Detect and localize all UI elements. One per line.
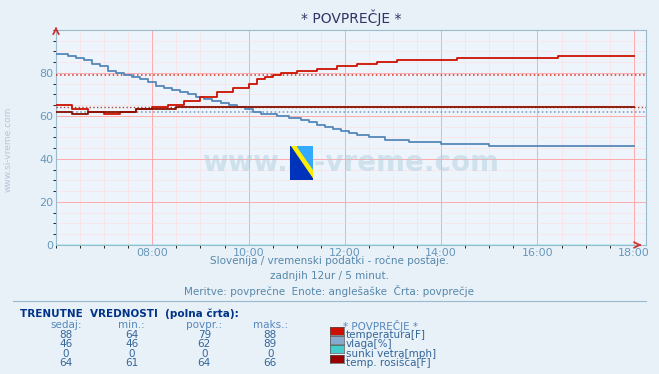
Text: www.si-vreme.com: www.si-vreme.com [4,107,13,192]
Text: sunki vetra[mph]: sunki vetra[mph] [346,349,436,359]
Text: temp. rosišča[F]: temp. rosišča[F] [346,358,430,368]
Text: 0: 0 [267,349,273,359]
Text: www.si-vreme.com: www.si-vreme.com [202,149,500,177]
Text: vlaga[%]: vlaga[%] [346,339,393,349]
Text: maks.:: maks.: [252,320,288,330]
Text: 0: 0 [63,349,69,359]
Text: zadnjih 12ur / 5 minut.: zadnjih 12ur / 5 minut. [270,272,389,281]
Text: 88: 88 [264,330,277,340]
Text: Slovenija / vremenski podatki - ročne postaje.: Slovenija / vremenski podatki - ročne po… [210,255,449,266]
Text: 79: 79 [198,330,211,340]
Text: 0: 0 [201,349,208,359]
Text: 66: 66 [264,358,277,368]
Text: 64: 64 [198,358,211,368]
Text: 64: 64 [125,330,138,340]
Text: 88: 88 [59,330,72,340]
Text: 61: 61 [125,358,138,368]
Polygon shape [290,146,313,180]
Polygon shape [290,146,313,180]
Polygon shape [297,146,313,169]
Text: Meritve: povprečne  Enote: anglešaške  Črta: povprečje: Meritve: povprečne Enote: anglešaške Črt… [185,285,474,297]
Title: * POVPREČJE *: * POVPREČJE * [301,9,401,26]
Text: * POVPREČJE *: * POVPREČJE * [343,320,418,332]
Text: 46: 46 [125,339,138,349]
Text: TRENUTNE  VREDNOSTI  (polna črta):: TRENUTNE VREDNOSTI (polna črta): [20,309,239,319]
Text: 0: 0 [129,349,135,359]
Text: povpr.:: povpr.: [186,320,222,330]
Text: temperatura[F]: temperatura[F] [346,330,426,340]
Text: 46: 46 [59,339,72,349]
Text: 64: 64 [59,358,72,368]
Text: 89: 89 [264,339,277,349]
Text: sedaj:: sedaj: [50,320,82,330]
Text: 62: 62 [198,339,211,349]
Text: min.:: min.: [119,320,145,330]
